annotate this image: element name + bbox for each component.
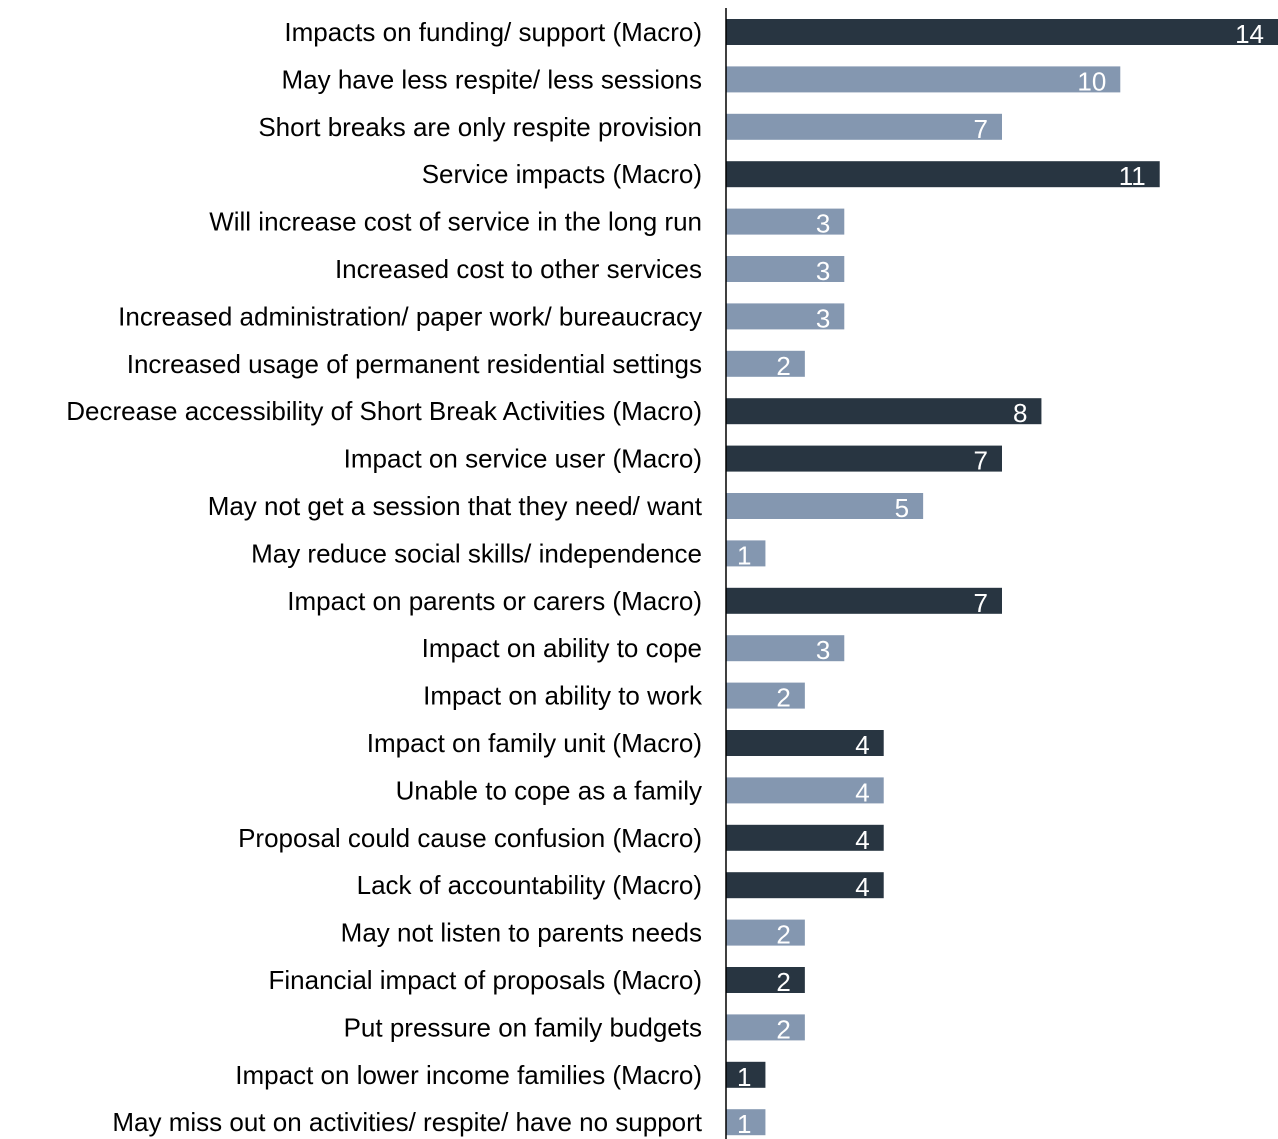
value-label-19: 2 (776, 920, 790, 950)
bar-9 (726, 445, 1002, 472)
bar-17 (726, 824, 884, 851)
bar-21 (726, 1014, 805, 1041)
category-label-10: May not get a session that they need/ wa… (208, 491, 703, 521)
value-label-11: 1 (737, 540, 751, 570)
category-label-20: Financial impact of proposals (Macro) (269, 965, 703, 995)
bar-7 (726, 350, 805, 377)
bar-14 (726, 682, 805, 709)
bar-1 (726, 66, 1121, 93)
value-label-8: 8 (1013, 398, 1027, 428)
category-label-7: Increased usage of permanent residential… (127, 349, 702, 379)
value-label-5: 3 (816, 256, 830, 286)
category-label-11: May reduce social skills/ independence (251, 538, 702, 568)
bar-4 (726, 208, 845, 235)
category-label-9: Impact on service user (Macro) (344, 444, 702, 474)
value-label-23: 1 (737, 1109, 751, 1139)
bar-11 (726, 540, 766, 567)
value-label-16: 4 (855, 777, 869, 807)
bar-18 (726, 872, 884, 899)
value-label-0: 14 (1235, 19, 1264, 49)
category-label-19: May not listen to parents needs (341, 918, 702, 948)
bar-19 (726, 919, 805, 946)
category-label-1: May have less respite/ less sessions (281, 64, 702, 94)
value-label-22: 1 (737, 1062, 751, 1092)
bar-16 (726, 777, 884, 804)
category-label-2: Short breaks are only respite provision (258, 112, 702, 142)
category-label-4: Will increase cost of service in the lon… (209, 207, 702, 237)
category-label-17: Proposal could cause confusion (Macro) (238, 823, 702, 853)
value-label-15: 4 (855, 730, 869, 760)
value-label-20: 2 (776, 967, 790, 997)
category-label-15: Impact on family unit (Macro) (367, 728, 702, 758)
bar-15 (726, 730, 884, 756)
category-label-13: Impact on ability to cope (422, 633, 702, 663)
category-label-16: Unable to cope as a family (396, 775, 702, 805)
bar-23 (726, 1109, 766, 1136)
bar-0 (726, 19, 1278, 45)
bar-10 (726, 493, 924, 519)
bar-12 (726, 587, 1002, 614)
value-label-6: 3 (816, 303, 830, 333)
category-label-12: Impact on parents or carers (Macro) (287, 586, 702, 616)
value-label-18: 4 (855, 872, 869, 902)
value-label-12: 7 (974, 588, 988, 618)
value-label-1: 10 (1077, 66, 1106, 96)
value-label-14: 2 (776, 683, 790, 713)
bar-2 (726, 113, 1002, 140)
value-label-4: 3 (816, 209, 830, 239)
value-label-21: 2 (776, 1014, 790, 1044)
bar-20 (726, 967, 805, 993)
bar-22 (726, 1061, 766, 1088)
category-labels-group: Impacts on funding/ support (Macro) May h… (66, 17, 703, 1137)
bar-6 (726, 303, 845, 330)
value-label-2: 7 (974, 114, 988, 144)
category-label-18: Lack of accountability (Macro) (357, 870, 702, 900)
category-label-21: Put pressure on family budgets (344, 1012, 702, 1042)
category-label-8: Decrease accessibility of Short Break Ac… (66, 396, 702, 426)
value-label-10: 5 (895, 493, 909, 523)
value-label-9: 7 (974, 446, 988, 476)
bars-group (726, 19, 1278, 1136)
bar-5 (726, 256, 845, 282)
category-label-0: Impacts on funding/ support (Macro) (284, 17, 702, 47)
value-label-3: 11 (1119, 161, 1146, 191)
value-label-7: 2 (776, 351, 790, 381)
category-label-23: May miss out on activities/ respite/ hav… (112, 1107, 702, 1137)
category-label-6: Increased administration/ paper work/ bu… (118, 301, 702, 331)
category-label-22: Impact on lower income families (Macro) (235, 1060, 702, 1090)
bar-3 (726, 161, 1160, 188)
category-label-5: Increased cost to other services (335, 254, 702, 284)
category-label-14: Impact on ability to work (423, 681, 703, 711)
value-label-13: 3 (816, 635, 830, 665)
bar-8 (726, 398, 1042, 425)
bar-13 (726, 635, 845, 662)
value-label-17: 4 (855, 825, 869, 855)
category-label-3: Service impacts (Macro) (422, 159, 702, 189)
